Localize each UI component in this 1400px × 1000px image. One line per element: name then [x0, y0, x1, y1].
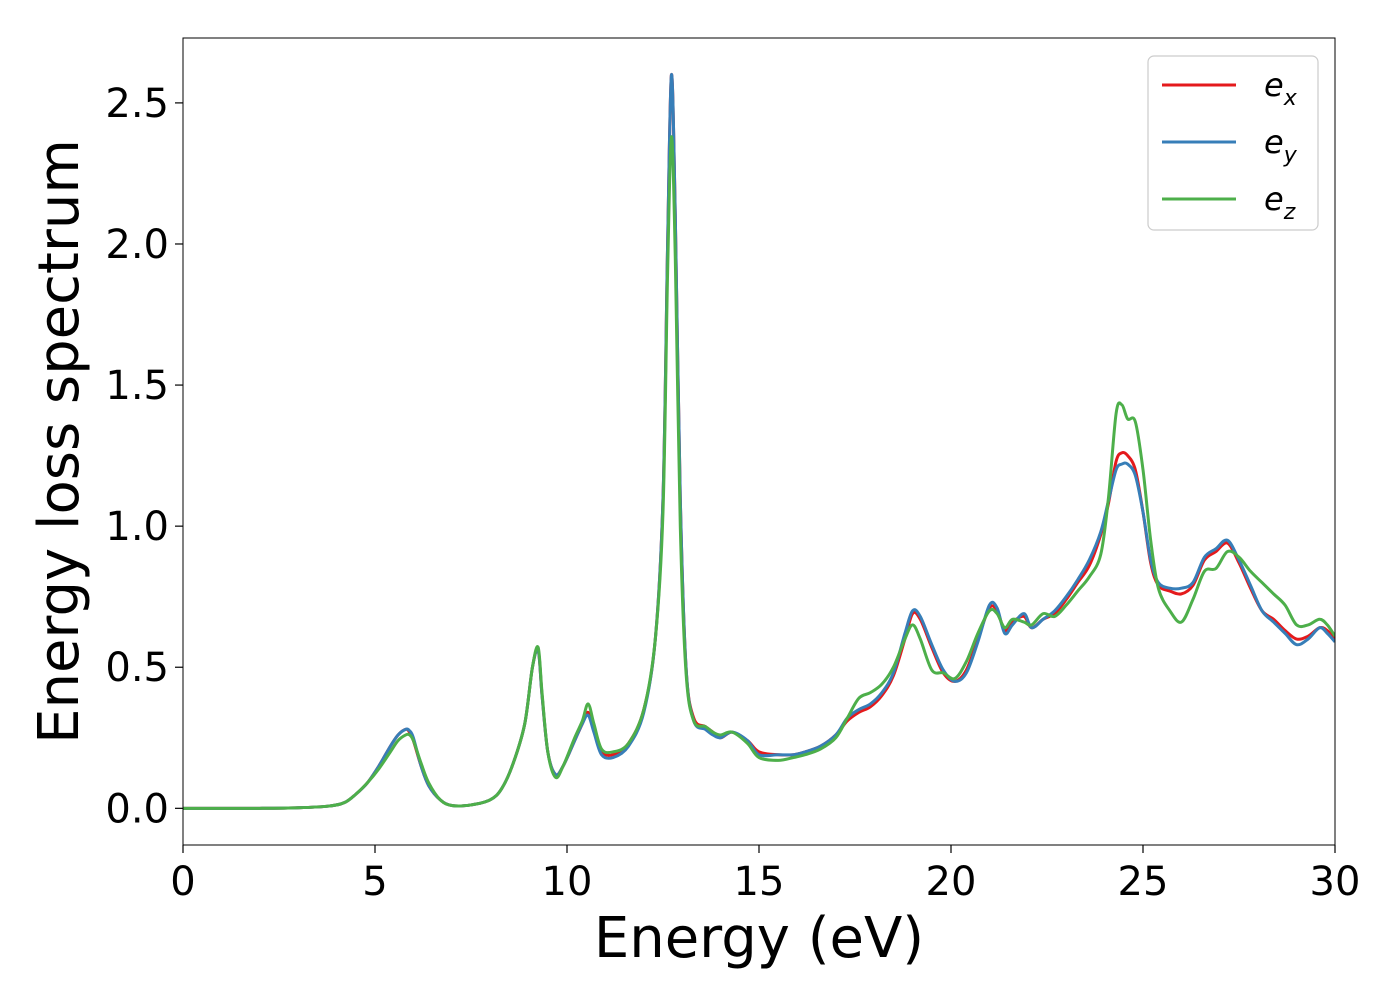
y-tick-label: 2.0 — [105, 222, 169, 268]
y-axis: 0.0 0.5 1.0 1.5 2.0 2.5 — [105, 81, 183, 832]
y-tick-label: 1.0 — [105, 504, 169, 550]
y-tick-label: 0.5 — [105, 645, 169, 691]
x-tick-label: 30 — [1310, 859, 1361, 905]
x-tick-label: 20 — [926, 859, 977, 905]
legend-label: ex — [1264, 66, 1298, 111]
series-lines — [183, 73, 1335, 810]
y-axis-label: Energy loss spectrum — [27, 139, 92, 744]
x-tick-label: 15 — [734, 859, 785, 905]
y-tick-label: 2.5 — [105, 81, 169, 127]
x-axis-label: Energy (eV) — [594, 906, 924, 971]
legend: ex ey ez — [1147, 55, 1319, 231]
x-tick-label: 10 — [542, 859, 593, 905]
y-tick-label: 1.5 — [105, 363, 169, 409]
x-tick-label: 0 — [170, 859, 195, 905]
x-tick-label: 25 — [1118, 859, 1169, 905]
y-tick-label: 0.0 — [105, 786, 169, 832]
legend-label: ez — [1264, 180, 1296, 225]
legend-label: ey — [1264, 123, 1298, 168]
x-axis: 0 5 10 15 20 25 30 — [170, 845, 1360, 905]
x-tick-label: 5 — [362, 859, 387, 905]
series-line-e-z — [183, 135, 1335, 810]
